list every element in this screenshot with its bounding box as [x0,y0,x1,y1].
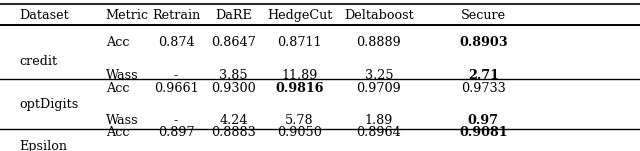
Text: Retrain: Retrain [152,9,200,22]
Text: 0.8889: 0.8889 [356,36,401,49]
Text: 0.9050: 0.9050 [277,126,322,139]
Text: 0.9081: 0.9081 [459,126,508,139]
Text: Acc: Acc [106,82,129,95]
Text: Acc: Acc [106,126,129,139]
Text: HedgeCut: HedgeCut [267,9,332,22]
Text: Deltaboost: Deltaboost [344,9,413,22]
Text: 0.9661: 0.9661 [154,82,198,95]
Text: 0.8711: 0.8711 [277,36,322,49]
Text: Acc: Acc [106,36,129,49]
Text: 1.89: 1.89 [365,114,393,127]
Text: 0.874: 0.874 [157,36,195,49]
Text: -: - [174,114,178,127]
Text: 0.8903: 0.8903 [459,36,508,49]
Text: DaRE: DaRE [215,9,252,22]
Text: -: - [174,69,178,82]
Text: Wass: Wass [106,114,138,127]
Text: 0.897: 0.897 [157,126,195,139]
Text: 3.85: 3.85 [220,69,248,82]
Text: credit: credit [19,55,58,68]
Text: 0.9733: 0.9733 [461,82,506,95]
Text: 2.71: 2.71 [468,69,499,82]
Text: optDigits: optDigits [19,98,79,111]
Text: 0.9300: 0.9300 [211,82,256,95]
Text: Secure: Secure [461,9,506,22]
Text: 5.78: 5.78 [285,114,314,127]
Text: 0.97: 0.97 [468,114,499,127]
Text: 0.8883: 0.8883 [211,126,256,139]
Text: Epsilon: Epsilon [19,140,67,151]
Text: Wass: Wass [106,69,138,82]
Text: Dataset: Dataset [19,9,69,22]
Text: 0.9816: 0.9816 [275,82,324,95]
Text: 3.25: 3.25 [365,69,393,82]
Text: 0.8964: 0.8964 [356,126,401,139]
Text: 0.8647: 0.8647 [211,36,256,49]
Text: Metric: Metric [106,9,148,22]
Text: 11.89: 11.89 [282,69,317,82]
Text: 0.9709: 0.9709 [356,82,401,95]
Text: 4.24: 4.24 [220,114,248,127]
